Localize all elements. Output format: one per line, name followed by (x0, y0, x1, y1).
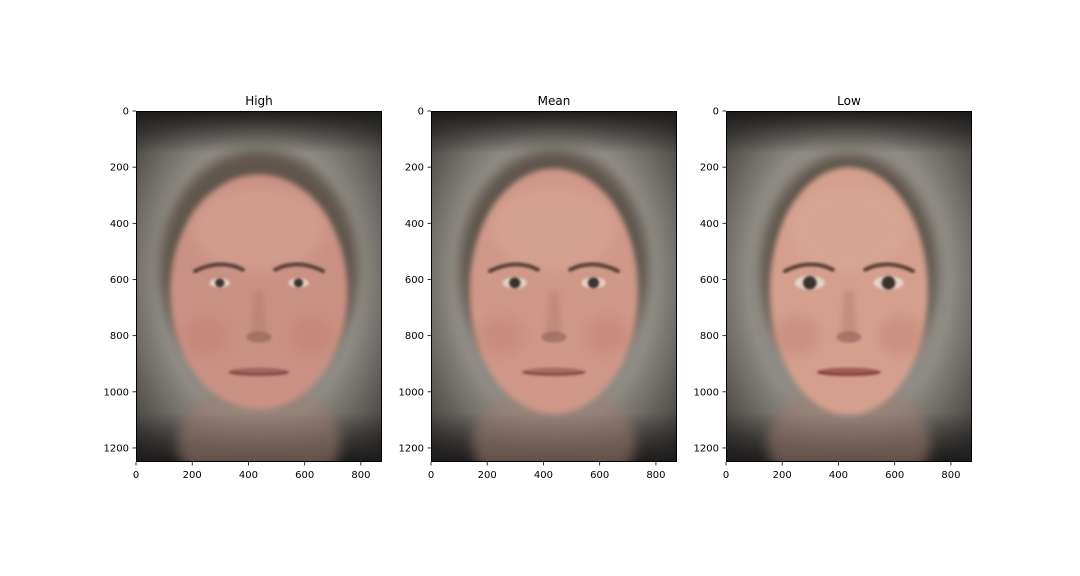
y-tick-label: 400 (405, 219, 424, 230)
right-eye (881, 276, 896, 290)
left-eyebrow (783, 262, 835, 274)
x-tick-label: 600 (295, 470, 314, 481)
y-tick-label: 200 (110, 163, 129, 174)
mouth (521, 367, 587, 377)
nose-tip-shadow (541, 331, 567, 343)
face-image (136, 111, 382, 462)
y-tick-label: 0 (123, 107, 129, 118)
y-tick-label: 600 (700, 275, 719, 286)
y-tick-label: 1200 (104, 443, 129, 454)
y-tick-label: 200 (405, 163, 424, 174)
y-tick-label: 1000 (399, 387, 424, 398)
mouth-line (230, 371, 288, 375)
y-tick-label: 800 (110, 331, 129, 342)
y-tick-label: 0 (713, 107, 719, 118)
face-image (431, 111, 677, 462)
x-tick-label: 800 (646, 470, 665, 481)
right-eye (587, 277, 600, 289)
y-tick-label: 600 (405, 275, 424, 286)
left-cheek (478, 315, 524, 356)
x-tick-label: 200 (773, 470, 792, 481)
forehead-highlight (192, 186, 325, 272)
axes-title: High (245, 94, 273, 108)
forehead-highlight (491, 186, 617, 272)
x-tick-label: 800 (351, 470, 370, 481)
axes-high: High 0 200 400 600 800 0 200 400 600 800 1000 1200 (104, 94, 382, 481)
y-tick-label: 400 (110, 219, 129, 230)
y-tick-label: 800 (405, 331, 424, 342)
x-tick-label: 600 (590, 470, 609, 481)
axes-frame (726, 111, 972, 462)
y-tick-label: 200 (700, 163, 719, 174)
image-top-vignette (726, 111, 972, 154)
neck (767, 383, 931, 462)
y-tick-label: 1200 (399, 443, 424, 454)
forehead-highlight (790, 186, 908, 272)
x-tick-label: 400 (239, 470, 258, 481)
axes-title: Low (837, 94, 861, 108)
neck (472, 383, 636, 462)
y-tick-label: 1200 (694, 443, 719, 454)
nose (840, 290, 858, 338)
mouth-line (524, 371, 584, 375)
x-tick-label: 0 (723, 470, 729, 481)
image-top-vignette (136, 111, 382, 154)
x-tick-label: 400 (534, 470, 553, 481)
axes-frame (431, 111, 677, 462)
nose (250, 290, 268, 338)
axes-mean: Mean 0 200 400 600 800 0 200 400 600 800 1000 1200 (399, 94, 677, 481)
x-tick-label: 200 (478, 470, 497, 481)
x-tick-label: 200 (183, 470, 202, 481)
axes-low: Low 0 200 400 600 800 0 200 400 600 800 1000 1200 (694, 94, 972, 481)
left-eyebrow (488, 262, 540, 274)
nose (545, 290, 563, 338)
neck (177, 383, 341, 462)
right-cheek (879, 315, 925, 356)
image-top-vignette (431, 111, 677, 154)
right-eyebrow (568, 262, 620, 274)
left-eye (802, 276, 817, 290)
axes-title: Mean (538, 94, 571, 108)
right-eye (293, 278, 304, 288)
left-eye (509, 277, 521, 289)
left-eye (215, 278, 225, 288)
mouth-line (819, 371, 879, 375)
x-tick-label: 0 (133, 470, 139, 481)
left-eyebrow (193, 262, 245, 274)
x-tick-label: 400 (829, 470, 848, 481)
axes-frame (136, 111, 382, 462)
left-cheek (183, 315, 229, 356)
y-tick-label: 1000 (694, 387, 719, 398)
mouth (228, 367, 290, 377)
x-tick-label: 600 (885, 470, 904, 481)
x-tick-label: 800 (941, 470, 960, 481)
x-tick-label: 0 (428, 470, 434, 481)
y-tick-label: 1000 (104, 387, 129, 398)
right-cheek (584, 315, 630, 356)
face-image (726, 111, 972, 462)
nose-tip-shadow (246, 331, 272, 343)
left-cheek (773, 315, 819, 356)
mouth (816, 367, 882, 377)
y-tick-label: 800 (700, 331, 719, 342)
nose-tip-shadow (836, 331, 862, 343)
y-tick-label: 400 (700, 219, 719, 230)
right-cheek (289, 315, 335, 356)
y-tick-label: 0 (418, 107, 424, 118)
right-eyebrow (273, 262, 325, 274)
right-eyebrow (863, 262, 915, 274)
y-tick-label: 600 (110, 275, 129, 286)
